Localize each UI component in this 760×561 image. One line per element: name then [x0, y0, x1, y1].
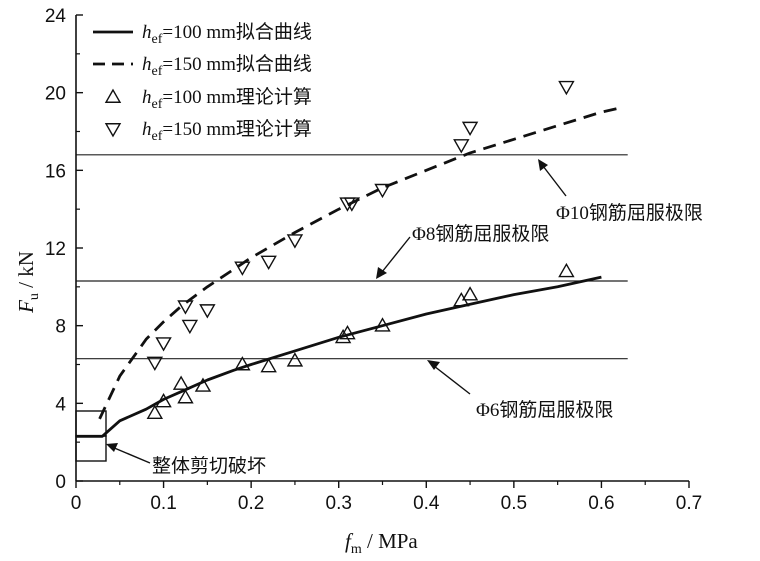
shear-failure-arrow: [111, 446, 151, 464]
series-line-1: [98, 106, 620, 420]
legend-swatch-2: [104, 88, 122, 103]
point-down-11: [453, 139, 470, 154]
point-up-5: [234, 356, 251, 371]
phi6-arrowhead: [427, 360, 440, 370]
y-tick-label: 0: [55, 472, 66, 493]
x-tick-label: 0.1: [150, 493, 176, 514]
y-tick-label: 4: [55, 394, 66, 415]
legend-label-3: hef=150 mm理论计算: [142, 118, 312, 144]
y-tick-label: 20: [45, 84, 66, 105]
point-up-0: [146, 404, 164, 419]
phi8-label: Φ8钢筋屈服极限: [412, 223, 549, 245]
legend-label-1: hef=150 mm拟合曲线: [142, 53, 312, 79]
phi10-arrowhead: [538, 159, 548, 171]
shear-failure-label: 整体剪切破坏: [152, 455, 266, 477]
point-up-12: [461, 286, 479, 301]
point-up-10: [374, 317, 391, 332]
point-down-0: [146, 356, 164, 371]
y-axis-label: Fu / kN: [14, 251, 42, 314]
y-tick-label: 12: [45, 239, 66, 260]
point-down-4: [199, 304, 216, 319]
phi8-arrowhead: [376, 267, 387, 279]
series-layer: [76, 80, 620, 438]
point-down-10: [374, 183, 391, 199]
series-line-0: [76, 275, 602, 438]
x-tick-label: 0.6: [588, 493, 614, 514]
y-tick-label: 16: [45, 161, 66, 182]
phi6-label: Φ6钢筋屈服极限: [476, 399, 613, 421]
point-down-13: [558, 80, 575, 96]
point-up-6: [260, 358, 277, 373]
point-up-8: [334, 328, 352, 344]
phi8-arrow: [381, 236, 411, 273]
point-up-4: [194, 377, 212, 392]
x-tick-label: 0.3: [326, 493, 352, 514]
annotations: 整体剪切破坏 Φ6钢筋屈服极限 Φ8钢筋屈服极限 Φ10钢筋屈服极限: [75, 159, 703, 477]
point-up-9: [339, 325, 356, 340]
point-up-13: [558, 262, 575, 278]
axis-labels: fm / MPa Fu / kN: [14, 251, 418, 557]
shear-failure-arrowhead: [106, 443, 118, 452]
point-down-3: [181, 319, 199, 335]
reference-lines: [76, 154, 628, 360]
point-down-5: [234, 261, 251, 276]
point-down-2: [177, 300, 194, 315]
x-tick-label: 0.2: [238, 493, 264, 514]
y-tick-label: 8: [55, 317, 66, 338]
axes: 0 4 8 12 16 20 24 0 0.1 0.2 0.3 0.4 0.5 0.6 0.7: [45, 6, 702, 514]
phi10-arrow: [542, 165, 567, 197]
y-tick-label: 24: [45, 6, 67, 27]
point-up-3: [177, 389, 194, 404]
x-axis-label: fm / MPa: [345, 529, 418, 557]
point-down-1: [155, 337, 172, 352]
x-tick-label: 0: [71, 493, 82, 514]
legend-label-2: hef=100 mm理论计算: [142, 86, 312, 112]
legend-swatch-3: [104, 123, 122, 138]
phi6-arrow: [433, 365, 471, 395]
point-down-12: [461, 121, 479, 137]
point-down-9: [343, 197, 361, 212]
shear-failure-box-lower: [75, 435, 107, 462]
legend: hef=100 mm拟合曲线 hef=150 mm拟合曲线 hef=100 mm理论…: [93, 21, 312, 144]
x-tick-label: 0.5: [501, 493, 527, 514]
point-up-1: [155, 392, 172, 408]
point-down-7: [286, 234, 304, 249]
point-up-2: [172, 375, 190, 390]
phi10-label: Φ10钢筋屈服极限: [556, 202, 703, 224]
point-down-6: [260, 255, 277, 271]
x-tick-label: 0.4: [413, 493, 440, 514]
legend-label-0: hef=100 mm拟合曲线: [142, 21, 312, 47]
x-tick-label: 0.7: [676, 493, 702, 514]
point-up-7: [286, 352, 304, 367]
